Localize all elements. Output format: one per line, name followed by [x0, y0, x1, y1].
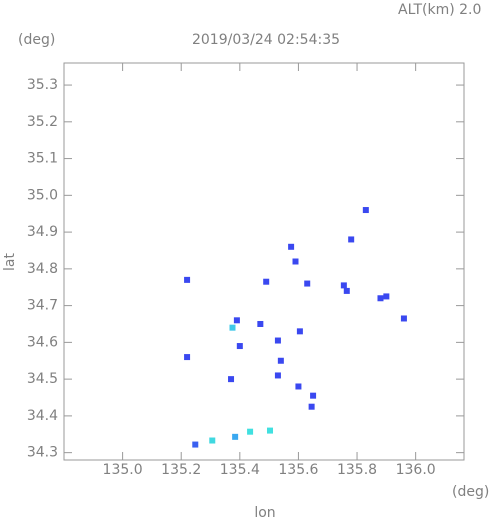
radar-echo: [274, 372, 281, 379]
radar-echo: [247, 428, 254, 435]
y-tick-label: 34.9: [27, 224, 58, 240]
radar-echo: [348, 236, 355, 243]
radar-echo: [288, 243, 295, 250]
radar-echo: [184, 354, 191, 361]
x-unit: (deg): [452, 484, 489, 500]
x-tick-label: 135.0: [103, 462, 143, 478]
radar-echo: [362, 207, 369, 214]
y-tick-label: 35.2: [27, 114, 58, 130]
radar-echo: [229, 324, 236, 331]
radar-echo: [400, 315, 407, 322]
radar-echo: [277, 357, 284, 364]
radar-echo: [340, 282, 347, 289]
radar-echo: [292, 258, 299, 265]
x-axis-label: lon: [254, 505, 275, 521]
x-tick-label: 135.8: [337, 462, 377, 478]
x-tick-label: 135.2: [161, 462, 201, 478]
radar-echo: [274, 337, 281, 344]
radar-echo: [209, 437, 216, 444]
radar-echo: [232, 433, 239, 440]
y-tick-label: 34.8: [27, 261, 58, 277]
radar-echo: [295, 383, 302, 390]
chart-subtitle: ALT(km) 2.0: [398, 2, 481, 18]
radar-echo: [308, 403, 315, 410]
plot-frame: [63, 62, 465, 461]
radar-echo: [184, 276, 191, 283]
radar-echo: [233, 317, 240, 324]
y-unit: (deg): [18, 32, 55, 48]
y-axis-label: lat: [2, 253, 18, 271]
y-tick-label: 35.1: [27, 151, 58, 167]
chart-title: 2019/03/24 02:54:35: [192, 32, 340, 48]
radar-echo: [343, 287, 350, 294]
radar-echo: [296, 328, 303, 335]
x-tick-label: 136.0: [396, 462, 436, 478]
radar-echo: [377, 295, 384, 302]
y-tick-label: 34.4: [27, 408, 58, 424]
radar-echo: [263, 278, 270, 285]
radar-echo: [383, 293, 390, 300]
radar-echo: [310, 392, 317, 399]
radar-echo: [228, 376, 235, 383]
y-tick-label: 34.5: [27, 371, 58, 387]
y-tick-label: 35.0: [27, 187, 58, 203]
radar-echo: [267, 427, 274, 434]
radar-echo: [236, 343, 243, 350]
y-tick-label: 34.7: [27, 298, 58, 314]
y-tick-label: 34.3: [27, 445, 58, 461]
y-tick-label: 34.6: [27, 334, 58, 350]
x-tick-label: 135.6: [278, 462, 318, 478]
radar-echo: [257, 320, 264, 327]
radar-echo: [192, 441, 199, 448]
y-tick-label: 35.3: [27, 77, 58, 93]
x-tick-label: 135.4: [220, 462, 260, 478]
radar-echo: [304, 280, 311, 287]
